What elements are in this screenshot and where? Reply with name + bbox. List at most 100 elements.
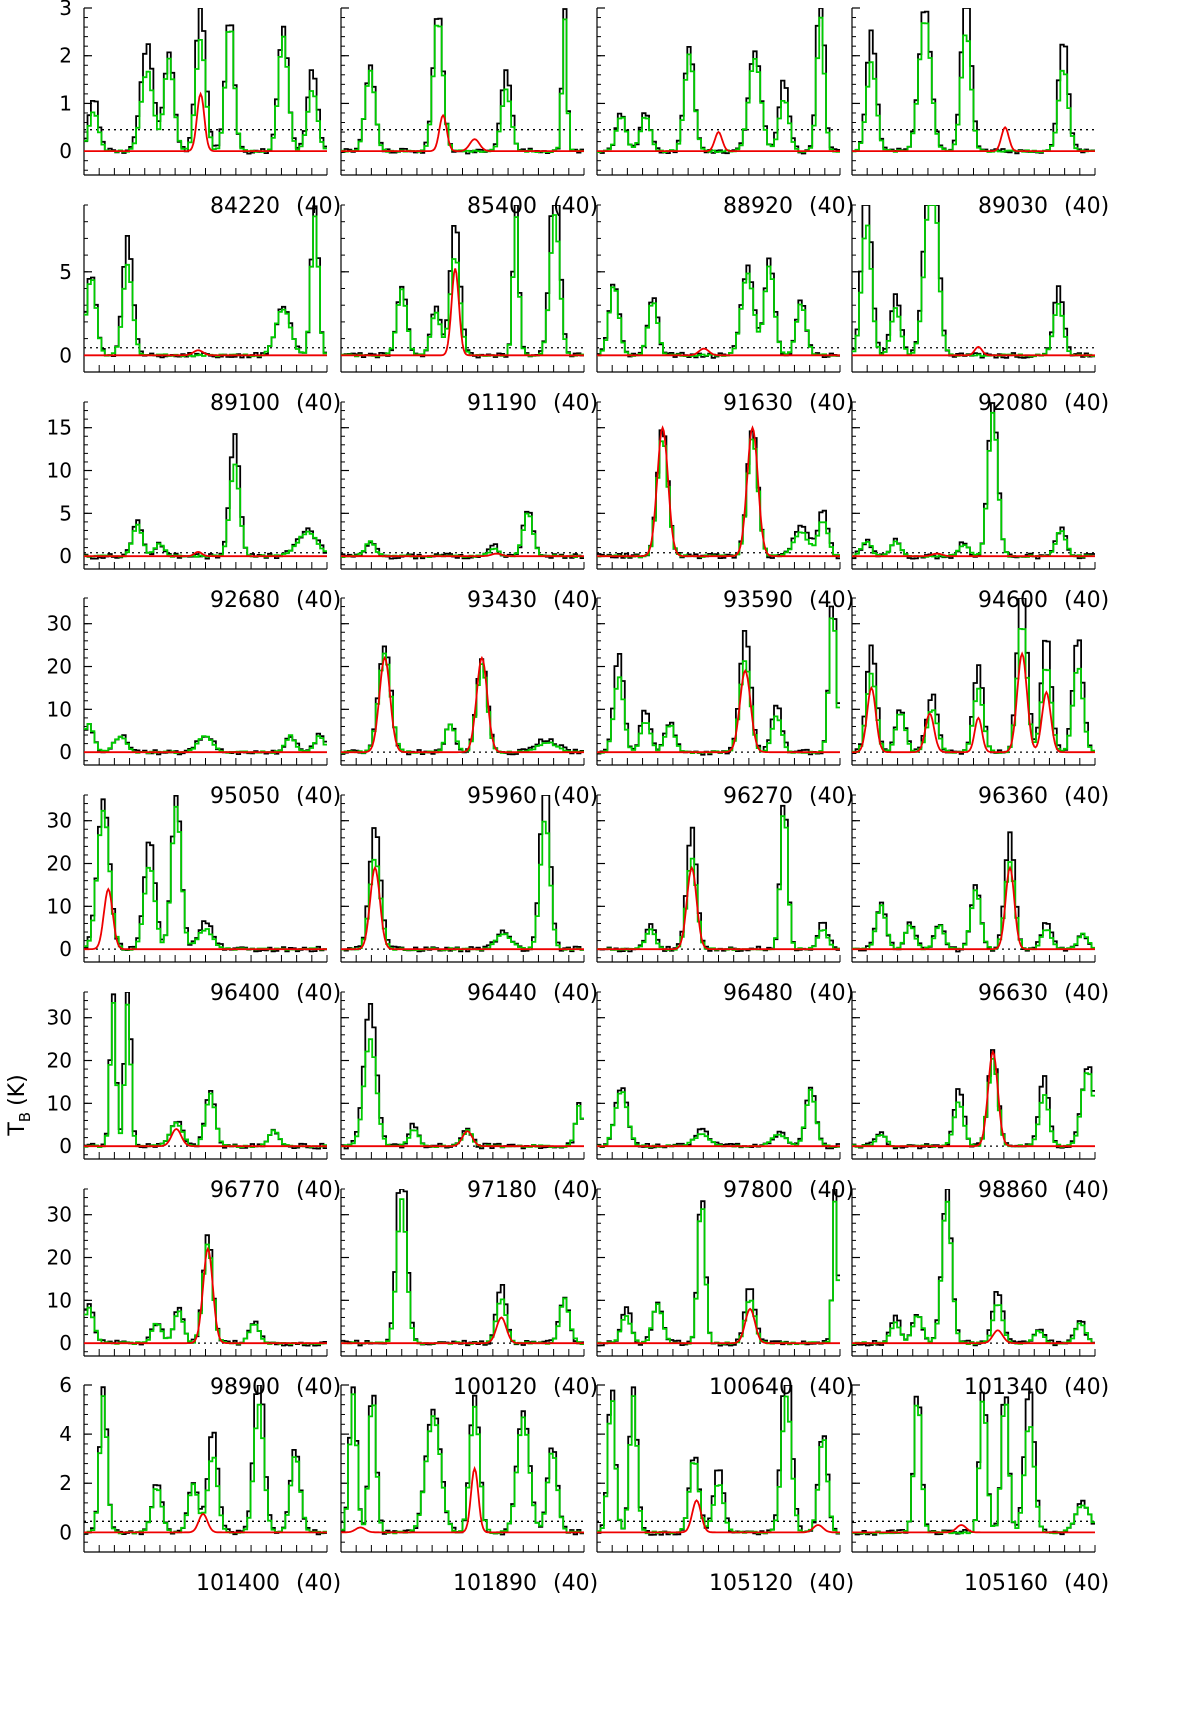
panel-width-label: (40) (296, 588, 341, 613)
spectrum-panel: 91630 (40) (596, 204, 854, 416)
plot-area (341, 795, 584, 953)
plot-area (852, 1189, 1095, 1347)
y-tick-label: 0 (59, 343, 72, 367)
model-total-spectrum (852, 411, 1095, 558)
molecule-model-spectrum (84, 349, 327, 357)
panel-width-label: (40) (296, 391, 341, 416)
spectrum-panel: 105120 (40) (596, 1384, 854, 1596)
molecule-model-spectrum (597, 425, 840, 558)
panel-width-label: (40) (1064, 588, 1109, 613)
panel-frequency-label: 100640 (709, 1375, 793, 1400)
spectrum-panel: 94600 (40) (851, 401, 1109, 613)
molecule-model-spectrum (341, 1130, 584, 1148)
panel-frequency-label: 93430 (467, 588, 537, 613)
molecule-model-spectrum (852, 345, 1095, 357)
panel-width-label: (40) (1064, 194, 1109, 219)
y-tick-label: 10 (47, 1091, 72, 1115)
spectrum-panel: 88920 (40) (596, 7, 854, 219)
molecule-model-spectrum (84, 1246, 327, 1345)
spectrum-panel: 85400 (40) (340, 7, 598, 219)
y-tick-label: 6 (59, 1373, 72, 1397)
y-tick-label: 2 (59, 44, 72, 68)
model-total-spectrum (852, 205, 1095, 358)
y-axis-title-subscript: B (16, 1112, 34, 1122)
plot-area (852, 1049, 1095, 1150)
panel-width-label: (40) (1064, 1571, 1109, 1596)
y-tick-label: 30 (47, 1006, 72, 1030)
plot-area (852, 598, 1095, 755)
svg-text:TB(K): TB (K) (5, 1074, 34, 1136)
panel-frequency-label: 101890 (453, 1571, 537, 1596)
panel-frequency-label: 89100 (210, 391, 280, 416)
y-tick-label: 1 (59, 91, 72, 115)
spectrum-panel: 96270 (40) (596, 597, 854, 809)
y-tick-label: 20 (47, 1049, 72, 1073)
panel-width-label: (40) (553, 1375, 598, 1400)
spectrum-panel: 96480 (40) (596, 794, 854, 1006)
panel-frequency-label: 98860 (978, 1178, 1048, 1203)
y-tick-label: 10 (47, 894, 72, 918)
molecule-model-spectrum (341, 552, 584, 558)
spectrum-panel: 0 1 2 3 84220 (40) (59, 0, 341, 219)
molecule-model-spectrum (341, 865, 584, 951)
model-total-spectrum (341, 214, 584, 358)
model-total-spectrum (341, 1393, 584, 1535)
panel-width-label: (40) (296, 784, 341, 809)
plot-area (852, 402, 1095, 560)
model-total-spectrum (341, 512, 584, 558)
spectrum-panel: 0 5 89100 (40) (59, 204, 341, 416)
plot-area (84, 992, 327, 1150)
molecule-model-spectrum (597, 1499, 840, 1534)
panel-width-label: (40) (553, 784, 598, 809)
spectrum-panel: 105160 (40) (851, 1384, 1109, 1596)
y-tick-label: 0 (59, 1520, 72, 1544)
plot-area (597, 1086, 840, 1150)
plot-area (852, 8, 1095, 155)
panel-width-label: (40) (809, 1375, 854, 1400)
observed-spectrum (84, 795, 327, 953)
spectrum-panel: 95960 (40) (340, 597, 598, 809)
panel-width-label: (40) (809, 588, 854, 613)
plot-area (84, 795, 327, 953)
molecule-model-spectrum (341, 655, 584, 754)
molecule-model-spectrum (341, 113, 584, 152)
spectrum-panel: 101340 (40) (851, 1188, 1109, 1400)
observed-spectrum (852, 1049, 1095, 1150)
y-tick-label: 2 (59, 1471, 72, 1495)
molecule-model-spectrum (597, 865, 840, 951)
molecule-model-spectrum (597, 347, 840, 357)
plot-area (852, 205, 1095, 359)
molecule-model-spectrum (852, 1049, 1095, 1148)
plot-area (597, 1385, 840, 1536)
molecule-model-spectrum (852, 125, 1095, 152)
observed-spectrum (84, 205, 327, 359)
observed-spectrum (852, 402, 1095, 560)
model-total-spectrum (597, 1088, 840, 1148)
spectrum-panel: 93590 (40) (596, 401, 854, 613)
observed-spectrum (341, 1003, 584, 1150)
observed-spectrum (84, 433, 327, 560)
plot-area (597, 257, 840, 359)
panel-width-label: (40) (553, 1571, 598, 1596)
model-total-spectrum (84, 1395, 327, 1535)
y-tick-label: 0 (59, 1134, 72, 1158)
panel-frequency-label: 93590 (723, 588, 793, 613)
model-total-spectrum (597, 1200, 840, 1345)
model-total-spectrum (84, 215, 327, 358)
panel-frequency-label: 101340 (964, 1375, 1048, 1400)
panel-width-label: (40) (809, 194, 854, 219)
molecule-model-spectrum (852, 865, 1095, 951)
panel-frequency-label: 85400 (467, 194, 537, 219)
spectrum-panel: 101890 (40) (340, 1384, 598, 1596)
panel-width-label: (40) (553, 391, 598, 416)
panel-frequency-label: 96440 (467, 981, 537, 1006)
y-tick-label: 30 (47, 612, 72, 636)
y-tick-label: 10 (47, 697, 72, 721)
observed-spectrum (852, 1189, 1095, 1347)
spectrum-panel: 96630 (40) (851, 794, 1109, 1006)
plot-area (597, 1189, 840, 1347)
spectrum-panel: 0 10 20 30 96770 (40) (47, 991, 341, 1203)
model-total-spectrum (84, 723, 327, 754)
molecule-model-spectrum (84, 550, 327, 558)
